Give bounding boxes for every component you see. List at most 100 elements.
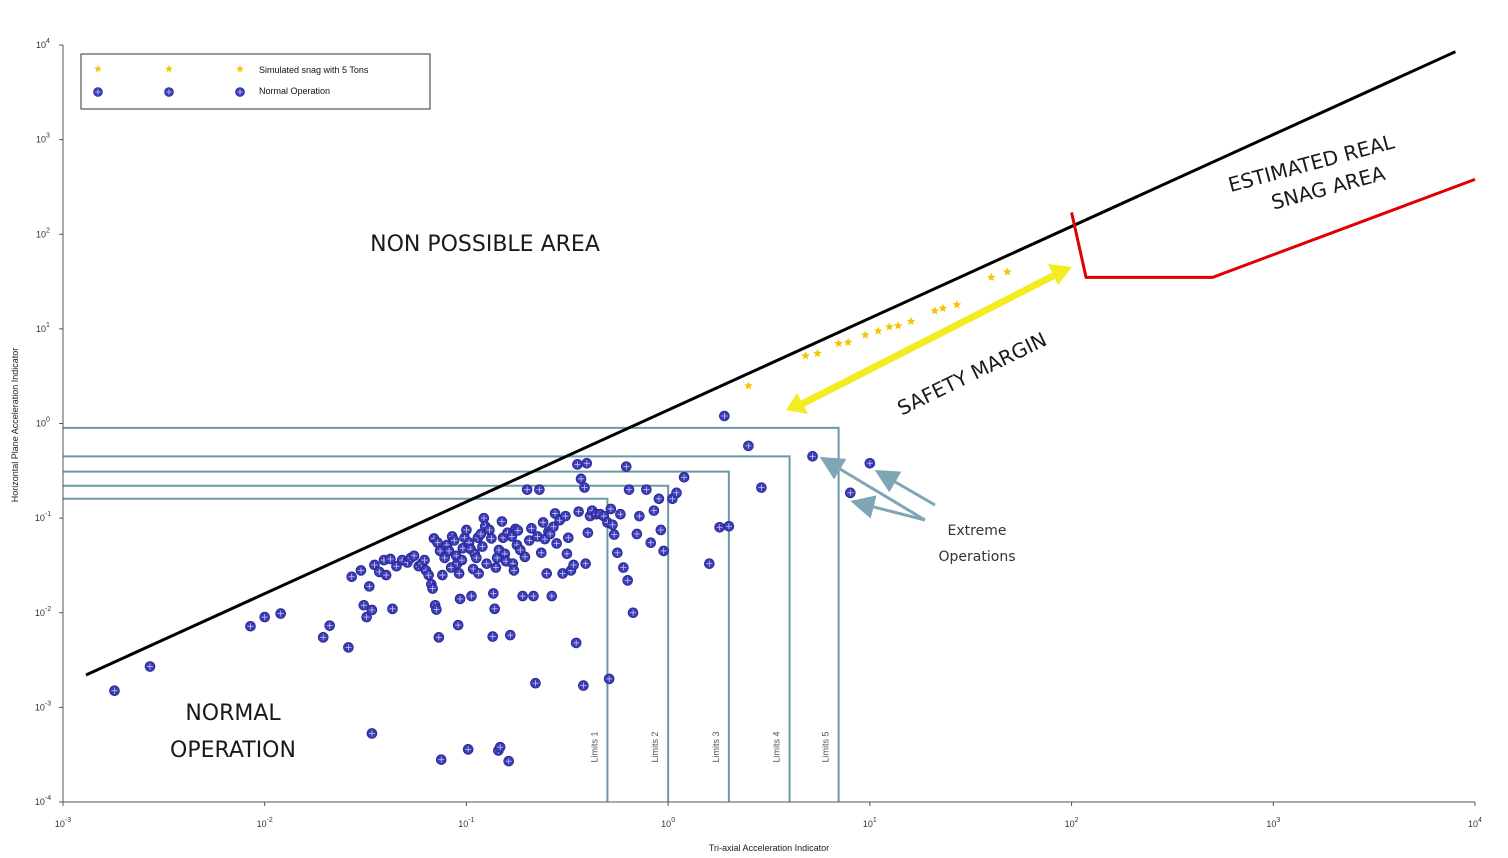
- normal-point: [385, 553, 396, 565]
- normal-point: [537, 517, 549, 528]
- normal-point: [461, 524, 472, 536]
- limit-lines: Limits 1 Limits 2 Limits 3 Limits 4 Limits 5: [63, 426, 840, 802]
- boundary-lines: [85, 50, 1476, 677]
- normal-point: [473, 568, 484, 579]
- normal-point: [504, 629, 516, 641]
- y-tick-label: 100: [36, 417, 50, 429]
- snag-point: [906, 316, 916, 326]
- normal-point: [346, 571, 358, 583]
- normal-point: [719, 410, 730, 422]
- legend-marker-normal: [93, 87, 103, 97]
- normal-point: [631, 528, 643, 540]
- y-tick-label: 103: [36, 133, 50, 145]
- normal-point: [627, 607, 639, 619]
- axes: [62, 45, 1475, 803]
- normal-point: [364, 581, 375, 592]
- legend-marker-normal: [164, 87, 174, 97]
- normal-point: [557, 568, 568, 579]
- normal-point: [580, 558, 591, 569]
- y-tick-label: 101: [36, 322, 50, 334]
- snag-point: [843, 337, 853, 347]
- legend: Simulated snag with 5 Tons Normal Operat…: [80, 53, 431, 110]
- normal-operation-line1: NORMAL: [185, 701, 281, 726]
- legend-box: [80, 53, 431, 110]
- x-tick-label: 10-3: [55, 817, 71, 829]
- normal-point: [579, 482, 590, 493]
- x-tick-label: 101: [863, 817, 877, 829]
- normal-point: [535, 547, 547, 559]
- normal-point: [317, 632, 329, 643]
- normal-point: [448, 535, 460, 546]
- x-tick-label: 104: [1468, 817, 1482, 829]
- extreme-arrow-2: [819, 456, 926, 522]
- data-points: [109, 267, 1012, 767]
- normal-point: [259, 611, 271, 623]
- snag-point: [813, 348, 822, 358]
- normal-point: [275, 608, 286, 619]
- y-tick-label: 10-4: [35, 795, 51, 807]
- normal-point: [496, 516, 508, 527]
- normal-point: [456, 554, 468, 566]
- y-tick-label: 10-3: [35, 700, 51, 712]
- normal-point: [423, 569, 434, 581]
- normal-point: [573, 506, 584, 517]
- normal-point: [612, 547, 623, 559]
- normal-point: [490, 562, 502, 573]
- safety-margin-label: SAFETY MARGIN: [893, 327, 1050, 420]
- legend-marker-snag: [165, 65, 173, 73]
- snag-point: [885, 322, 894, 331]
- normal-point: [714, 521, 725, 533]
- snag-point: [1002, 267, 1012, 276]
- extreme-operations-arrows: [819, 456, 936, 522]
- normal-point: [603, 673, 615, 685]
- limit-line: [63, 497, 609, 802]
- snag-point: [744, 381, 753, 390]
- normal-point: [361, 611, 372, 623]
- normal-point: [570, 637, 582, 649]
- normal-point: [561, 548, 573, 560]
- x-axis-label: Tri-axial Acceleration Indicator: [709, 843, 829, 853]
- y-tick-label: 102: [36, 227, 50, 239]
- normal-point: [845, 487, 856, 499]
- normal-point: [488, 588, 499, 599]
- snag-point: [893, 321, 903, 330]
- safety-margin-arrow-head-right: [1048, 264, 1072, 285]
- normal-point: [453, 568, 465, 579]
- legend-label-normal: Normal Operation: [259, 86, 330, 96]
- normal-point: [608, 529, 620, 540]
- legend-label-snag: Simulated snag with 5 Tons: [259, 65, 369, 75]
- legend-marker-normal: [235, 87, 245, 97]
- normal-point: [541, 568, 552, 579]
- normal-point: [723, 520, 735, 532]
- safety-margin-arrow-shaft: [798, 271, 1057, 409]
- normal-point: [109, 685, 120, 697]
- normal-point: [343, 642, 354, 653]
- normal-point: [462, 744, 474, 755]
- snag-point: [861, 330, 870, 339]
- normal-point: [743, 440, 754, 452]
- x-tick-label: 103: [1266, 817, 1280, 829]
- snag-point: [930, 306, 940, 315]
- limit-label: Limits 5: [821, 731, 831, 762]
- normal-point: [704, 558, 715, 569]
- extreme-operations-line1: Extreme: [948, 523, 1007, 539]
- normal-point: [427, 583, 438, 594]
- legend-markers: [93, 65, 245, 97]
- normal-point: [551, 538, 562, 549]
- normal-point: [546, 590, 558, 602]
- snag-point: [834, 339, 843, 348]
- normal-point: [491, 552, 503, 564]
- non-possible-boundary-line: [85, 50, 1457, 677]
- normal-point: [671, 487, 682, 499]
- normal-point: [578, 680, 589, 691]
- snag-point: [987, 272, 996, 282]
- normal-point: [568, 559, 579, 571]
- legend-marker-snag: [236, 65, 244, 73]
- normal-point: [548, 521, 559, 533]
- normal-point: [641, 484, 652, 495]
- normal-point: [435, 754, 447, 765]
- y-ticks: 10-4 10-3 10-2 10-1 100 101 102 103 104: [35, 38, 63, 807]
- normal-point: [572, 459, 583, 470]
- normal-point: [478, 512, 490, 524]
